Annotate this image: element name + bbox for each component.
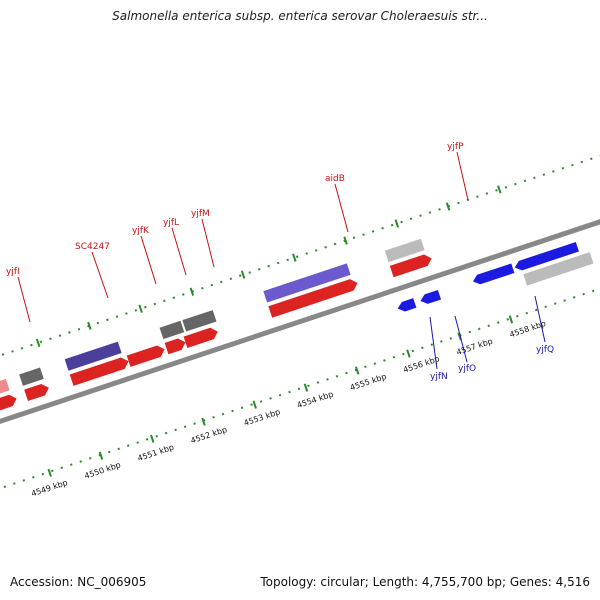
gene-label-yjfl[interactable]: yjfL xyxy=(163,218,179,228)
reverse-gene-track xyxy=(396,241,594,313)
gene-label-yjfp[interactable]: yjfP xyxy=(447,142,464,152)
gene-label-yjfi[interactable]: yjfI xyxy=(6,267,20,277)
forward-gene[interactable] xyxy=(126,344,167,367)
major-ticks xyxy=(35,185,514,477)
forward-feature-track xyxy=(0,238,425,402)
scale-label-4551: 4551 kbp xyxy=(136,443,175,463)
gene-label-yjfk[interactable]: yjfK xyxy=(132,226,150,236)
top-tick-scale xyxy=(0,126,600,375)
scale-label-4553: 4553 kbp xyxy=(243,407,282,427)
feature-block[interactable] xyxy=(159,320,185,340)
gene-label-yjfn[interactable]: yjfN xyxy=(430,372,448,382)
forward-gene[interactable] xyxy=(183,326,220,348)
gene-label-sc4247[interactable]: SC4247 xyxy=(75,242,110,252)
feature-block-aidb[interactable] xyxy=(263,263,351,303)
forward-gene-track xyxy=(0,253,434,417)
scale-label-4558: 4558 kbp xyxy=(508,319,547,339)
genome-summary-text: Topology: circular; Length: 4,755,700 bp… xyxy=(260,575,590,589)
forward-gene[interactable] xyxy=(24,382,51,402)
forward-gene[interactable] xyxy=(69,356,131,386)
feature-block-yjfp[interactable] xyxy=(384,238,425,263)
gene-label-yjfo[interactable]: yjfO xyxy=(458,364,476,374)
gene-labels-bottom: yjfN yjfO yjfQ xyxy=(430,345,554,382)
gene-label-yjfm[interactable]: yjfM xyxy=(191,209,210,219)
gene-label-aidb[interactable]: aidB xyxy=(325,174,345,184)
gene-label-yjfq[interactable]: yjfQ xyxy=(536,345,554,355)
accession-text: Accession: NC_006905 xyxy=(10,575,147,589)
scale-label-4550: 4550 kbp xyxy=(83,460,122,480)
feature-block[interactable] xyxy=(0,378,10,402)
feature-block-sc4247[interactable] xyxy=(64,341,122,371)
feature-block[interactable] xyxy=(182,310,217,332)
reverse-gene-yjfo[interactable] xyxy=(419,289,442,306)
forward-gene[interactable] xyxy=(164,337,188,355)
scale-label-4552: 4552 kbp xyxy=(190,425,229,445)
reverse-gene-yjfq[interactable] xyxy=(471,263,515,286)
scale-label-4554: 4554 kbp xyxy=(296,390,335,410)
gene-leaders xyxy=(17,151,469,323)
gene-labels-top: yjfI SC4247 yjfK yjfL yjfM aidB yjfP xyxy=(6,142,464,277)
forward-gene[interactable] xyxy=(0,393,18,417)
forward-gene[interactable] xyxy=(389,253,434,278)
feature-block[interactable] xyxy=(19,367,44,386)
genome-title: Salmonella enterica subsp. enterica sero… xyxy=(112,9,488,23)
genome-backbone xyxy=(0,203,600,436)
scale-label-4549: 4549 kbp xyxy=(30,478,69,498)
reverse-gene-yjfn[interactable] xyxy=(396,298,417,313)
forward-gene-aidb[interactable] xyxy=(268,277,359,318)
scale-label-4555: 4555 kbp xyxy=(349,372,388,392)
gene-leaders-reverse xyxy=(429,295,546,370)
reverse-gene[interactable] xyxy=(513,241,579,272)
feature-block[interactable] xyxy=(523,252,594,286)
